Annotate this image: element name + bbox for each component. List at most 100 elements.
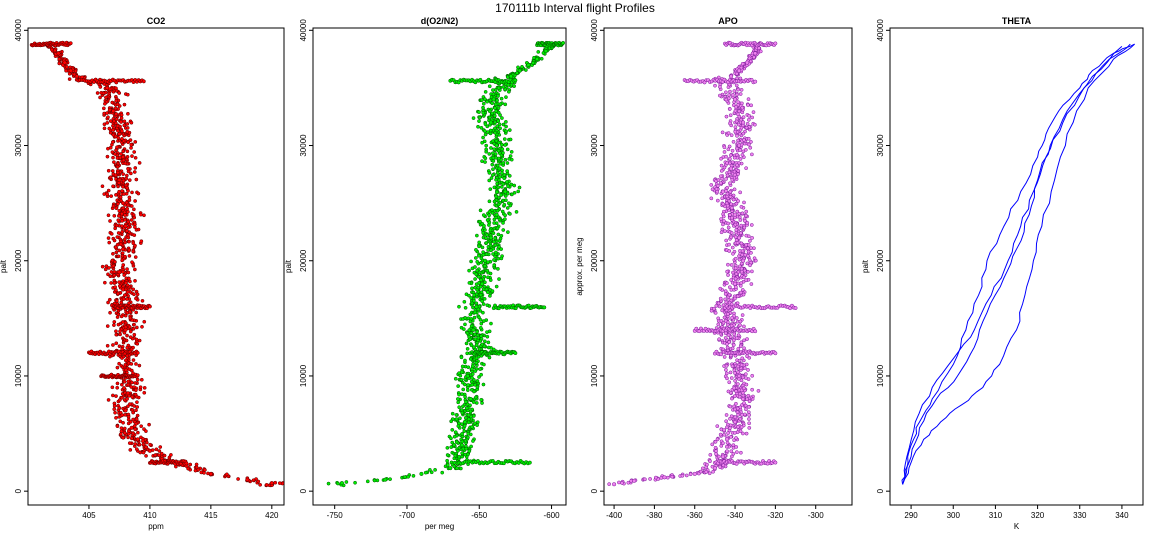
x-tick-label: -340	[727, 511, 744, 520]
data-point	[722, 165, 727, 170]
data-point	[388, 477, 392, 482]
data-point	[106, 188, 111, 193]
data-point	[470, 375, 474, 380]
data-point	[488, 278, 493, 282]
x-axis-label: K	[1014, 522, 1020, 531]
data-point	[506, 184, 510, 189]
data-point	[724, 97, 729, 102]
data-point	[508, 137, 513, 142]
x-tick-label: -650	[471, 511, 488, 520]
data-point	[710, 442, 715, 447]
data-point	[465, 331, 470, 335]
data-point	[750, 373, 755, 378]
data-point	[480, 245, 485, 250]
data-point	[734, 71, 739, 76]
data-point	[477, 270, 482, 275]
data-point	[114, 98, 119, 103]
data-point	[117, 248, 122, 253]
panel-2: d(O2/N2) -750 -700 -650 -600 0 10000 20000 30000…	[284, 16, 567, 531]
data-point	[471, 298, 476, 303]
data-point	[111, 393, 115, 398]
data-point	[493, 152, 498, 156]
data-point	[124, 338, 129, 343]
data-point	[492, 221, 497, 225]
data-point	[725, 191, 730, 196]
data-point	[127, 198, 132, 203]
data-point	[68, 68, 73, 73]
data-point	[419, 471, 424, 476]
data-point	[745, 354, 749, 359]
data-point	[128, 138, 133, 142]
data-point	[115, 124, 120, 128]
data-point	[138, 385, 143, 390]
data-point	[114, 415, 118, 420]
data-point	[472, 293, 477, 297]
data-point	[719, 217, 723, 221]
data-point	[492, 147, 497, 152]
data-point	[749, 282, 754, 286]
data-point	[517, 68, 522, 73]
data-point	[486, 340, 491, 345]
data-point	[121, 178, 126, 183]
data-point	[744, 278, 748, 283]
y-tick-label: 30000	[14, 134, 23, 157]
x-tick-label: 290	[904, 511, 918, 520]
data-point	[464, 406, 469, 411]
data-point	[733, 97, 738, 102]
data-point	[105, 154, 110, 159]
data-point	[137, 161, 142, 165]
data-point	[121, 154, 126, 160]
data-point	[709, 183, 714, 187]
data-point	[459, 466, 463, 471]
data-point	[485, 218, 490, 222]
data-point	[726, 225, 731, 230]
data-point	[118, 329, 122, 334]
data-point	[718, 296, 723, 301]
data-point	[264, 483, 269, 487]
data-point	[111, 132, 116, 137]
band-point	[513, 78, 518, 83]
data-point	[134, 388, 138, 393]
data-point	[728, 121, 732, 126]
data-point	[520, 64, 524, 69]
data-point	[111, 204, 116, 208]
data-point	[119, 382, 124, 387]
data-point	[148, 442, 153, 447]
data-point	[494, 212, 499, 217]
data-point	[107, 240, 112, 245]
data-point	[98, 95, 102, 100]
data-point	[728, 189, 733, 194]
data-point	[473, 395, 478, 400]
data-point	[718, 84, 722, 89]
data-point	[744, 362, 749, 367]
x-axis-label: ppm	[148, 522, 164, 531]
data-point	[129, 120, 134, 125]
data-point	[116, 291, 120, 296]
data-point	[494, 250, 498, 255]
data-point	[535, 57, 540, 62]
data-point	[111, 184, 115, 189]
data-point	[730, 245, 735, 250]
data-point	[728, 423, 733, 428]
data-point	[730, 177, 735, 182]
data-point	[110, 150, 115, 154]
data-point	[739, 223, 744, 228]
data-point	[125, 129, 130, 134]
data-point	[457, 405, 462, 410]
y-tick-label: 20000	[14, 249, 23, 272]
data-point	[730, 215, 734, 220]
data-point	[480, 159, 484, 164]
data-point	[626, 480, 631, 485]
data-point	[484, 287, 489, 292]
data-point	[482, 223, 486, 228]
data-point	[116, 202, 120, 206]
data-point	[467, 449, 472, 454]
data-point	[147, 448, 152, 453]
data-point	[126, 166, 130, 171]
data-point	[725, 440, 730, 445]
data-point	[751, 110, 756, 115]
data-point	[487, 209, 492, 214]
data-point	[731, 197, 736, 202]
data-point	[502, 173, 507, 177]
data-point	[467, 268, 471, 273]
